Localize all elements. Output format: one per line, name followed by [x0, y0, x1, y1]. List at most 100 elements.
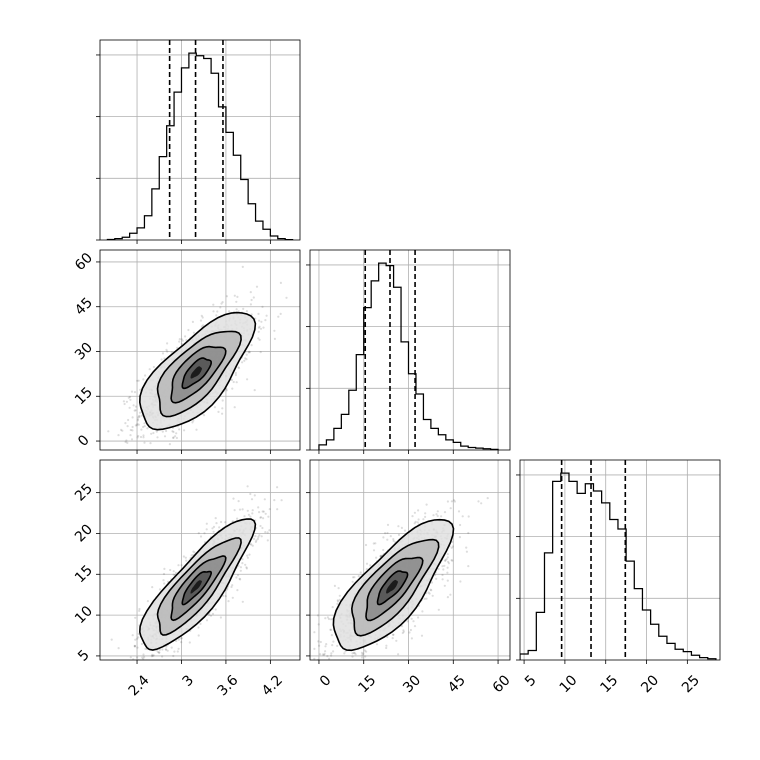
- scatter-point: [134, 409, 137, 412]
- scatter-point: [261, 526, 264, 530]
- scatter-point: [410, 637, 413, 640]
- scatter-point: [360, 651, 363, 655]
- scatter-point: [425, 597, 428, 600]
- scatter-point: [417, 616, 420, 619]
- scatter-point: [255, 539, 258, 542]
- scatter-point: [327, 617, 331, 621]
- scatter-point: [143, 656, 146, 659]
- scatter-point: [358, 662, 360, 664]
- scatter-point: [258, 510, 261, 514]
- histogram-panel-1: [306, 249, 511, 454]
- scatter-point: [238, 577, 241, 580]
- scatter-point: [175, 639, 178, 643]
- scatter-point: [183, 429, 186, 432]
- scatter-point: [264, 319, 267, 322]
- scatter-point: [184, 556, 187, 559]
- scatter-point: [125, 672, 127, 674]
- scatter-point: [231, 596, 234, 599]
- y-tick-label: 25: [72, 481, 96, 505]
- scatter-point: [160, 358, 163, 361]
- scatter-point: [209, 614, 213, 617]
- histogram-panel-0: [96, 39, 301, 244]
- scatter-point: [319, 653, 322, 656]
- scatter-point: [450, 500, 453, 503]
- density-fill-4: [190, 580, 202, 594]
- scatter-point: [451, 559, 454, 562]
- scatter-point: [374, 542, 377, 545]
- scatter-point: [150, 668, 152, 670]
- scatter-point: [458, 536, 461, 539]
- scatter-point: [140, 414, 143, 417]
- scatter-point: [313, 647, 316, 651]
- scatter-point: [247, 351, 250, 354]
- scatter-point: [301, 656, 303, 658]
- scatter-point: [364, 655, 367, 658]
- scatter-point: [219, 306, 222, 309]
- scatter-point: [325, 643, 328, 646]
- grid: [310, 250, 510, 450]
- scatter-point: [181, 339, 184, 342]
- scatter-point: [144, 647, 147, 651]
- scatter-point: [205, 619, 209, 622]
- scatter-point: [350, 679, 352, 681]
- scatter-point: [214, 608, 217, 611]
- scatter-point: [192, 550, 195, 553]
- scatter-point: [130, 390, 134, 393]
- scatter-point: [417, 518, 420, 521]
- scatter-point: [323, 652, 326, 656]
- scatter-point: [333, 584, 336, 588]
- scatter-point: [151, 653, 154, 657]
- scatter-point: [131, 634, 134, 637]
- scatter-point: [235, 381, 238, 384]
- x-tick-label: 25: [679, 672, 703, 696]
- x-tick-label: 0: [317, 672, 335, 690]
- scatter-point: [138, 609, 141, 613]
- scatter-point: [280, 499, 283, 502]
- density-fill-4: [190, 366, 202, 379]
- scatter-point: [176, 650, 179, 653]
- scatter-point: [410, 617, 413, 620]
- scatter-point: [201, 316, 204, 319]
- scatter-point: [382, 536, 385, 539]
- scatter-point: [241, 508, 244, 511]
- scatter-point: [351, 580, 354, 583]
- scatter-point: [244, 563, 247, 566]
- scatter-point: [136, 379, 139, 382]
- scatter-point: [254, 535, 257, 538]
- scatter-point: [110, 699, 112, 701]
- scatter-point: [136, 422, 139, 425]
- scatter-point: [236, 295, 239, 298]
- scatter-point: [334, 671, 336, 673]
- panel-frame: [519, 459, 721, 661]
- scatter-point: [231, 387, 234, 390]
- scatter-point: [446, 500, 449, 503]
- scatter-point: [375, 643, 379, 646]
- scatter-point: [452, 499, 456, 502]
- scatter-point: [261, 510, 264, 513]
- scatter-point: [263, 498, 266, 501]
- scatter-point: [392, 539, 395, 543]
- scatter-point: [168, 443, 171, 446]
- scatter-point: [215, 522, 218, 525]
- scatter-point: [401, 631, 404, 635]
- scatter-point: [262, 517, 265, 520]
- scatter-point: [357, 575, 360, 578]
- scatter-point: [140, 428, 143, 431]
- scatter-point: [130, 664, 132, 666]
- scatter-point: [259, 351, 262, 354]
- y-tick-label: 0: [75, 432, 93, 450]
- scatter-point: [177, 564, 180, 567]
- scatter-point: [243, 359, 246, 362]
- scatter-point: [127, 418, 130, 422]
- scatter-point: [197, 626, 200, 629]
- scatter-point: [258, 338, 261, 341]
- scatter-point: [203, 414, 206, 417]
- scatter-point: [428, 592, 431, 595]
- panel-frame: [309, 459, 511, 661]
- contour-0: [138, 311, 257, 431]
- scatter-point: [221, 412, 224, 415]
- scatter-point: [227, 600, 230, 603]
- scatter-point: [236, 517, 239, 520]
- scatter-point: [239, 578, 242, 581]
- scatter-point: [137, 379, 140, 382]
